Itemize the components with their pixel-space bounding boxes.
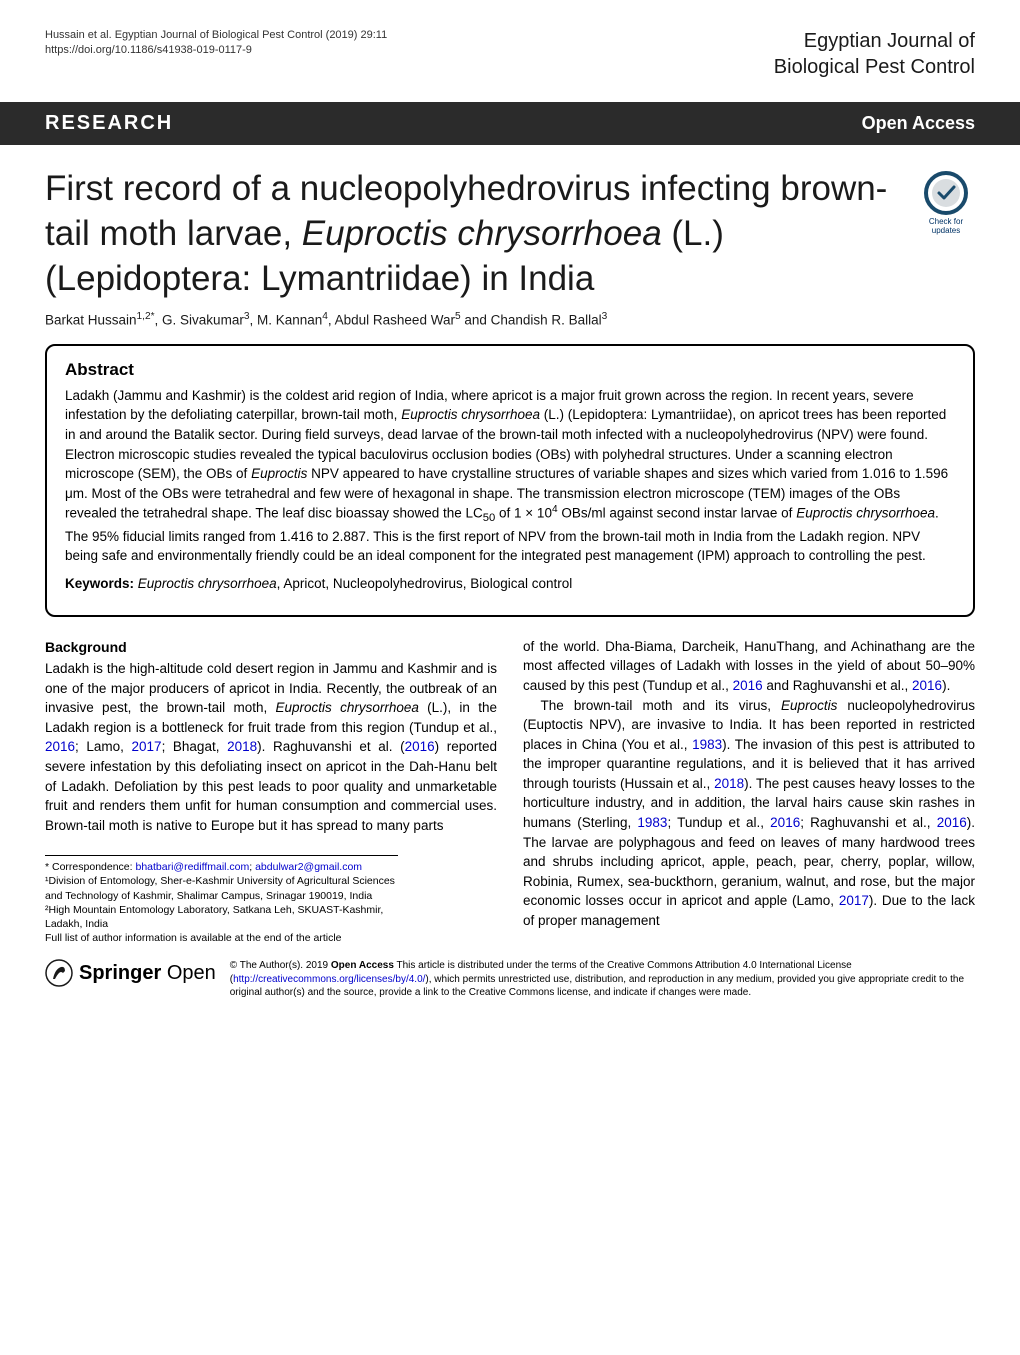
abstract-box: Abstract Ladakh (Jammu and Kashmir) is t… — [45, 344, 975, 617]
affiliation-1: ¹Division of Entomology, Sher-e-Kashmir … — [45, 874, 398, 902]
crossmark-badge[interactable]: Check for updates — [917, 167, 975, 235]
body-paragraph: The brown-tail moth and its virus, Eupro… — [523, 696, 975, 931]
left-column: Background Ladakh is the high-altitude c… — [45, 637, 497, 945]
keywords-line: Keywords: Euproctis chrysorrhoea, Aprico… — [65, 576, 955, 591]
springer-horse-icon — [45, 959, 73, 987]
keywords-values: Euproctis chrysorrhoea, Apricot, Nucleop… — [134, 576, 572, 591]
abstract-heading: Abstract — [65, 360, 955, 380]
article-type-label: RESEARCH — [45, 112, 173, 135]
body-paragraph: of the world. Dha-Biama, Darcheik, HanuT… — [523, 637, 975, 696]
page-header: Hussain et al. Egyptian Journal of Biolo… — [0, 0, 1020, 90]
abstract-body: Ladakh (Jammu and Kashmir) is the coldes… — [65, 386, 955, 566]
full-author-list-note: Full list of author information is avail… — [45, 931, 398, 945]
keywords-label: Keywords: — [65, 576, 134, 591]
doi-line: https://doi.org/10.1186/s41938-019-0117-… — [45, 43, 387, 58]
title-section: First record of a nucleopolyhedrovirus i… — [0, 145, 1020, 311]
body-columns: Background Ladakh is the high-altitude c… — [0, 637, 1020, 945]
journal-line-2: Biological Pest Control — [774, 54, 975, 80]
correspondence-line: * Correspondence: bhatbari@rediffmail.co… — [45, 860, 398, 874]
springer-text: Springer Open — [79, 962, 216, 985]
page-footer: Springer Open © The Author(s). 2019 Open… — [0, 945, 1020, 1026]
article-title: First record of a nucleopolyhedrovirus i… — [45, 167, 917, 301]
springeropen-logo: Springer Open — [45, 959, 216, 987]
article-type-banner: RESEARCH Open Access — [0, 102, 1020, 145]
journal-line-1: Egyptian Journal of — [774, 28, 975, 54]
open-access-label: Open Access — [862, 113, 975, 134]
citation-block: Hussain et al. Egyptian Journal of Biolo… — [45, 28, 387, 59]
footnotes-block: * Correspondence: bhatbari@rediffmail.co… — [45, 855, 398, 945]
crossmark-icon — [924, 171, 968, 215]
body-paragraph: Ladakh is the high-altitude cold desert … — [45, 659, 497, 835]
crossmark-label: Check for updates — [917, 217, 975, 235]
affiliation-2: ²High Mountain Entomology Laboratory, Sa… — [45, 903, 398, 931]
journal-name: Egyptian Journal of Biological Pest Cont… — [774, 28, 975, 80]
right-column: of the world. Dha-Biama, Darcheik, HanuT… — [523, 637, 975, 945]
citation-line: Hussain et al. Egyptian Journal of Biolo… — [45, 28, 387, 43]
author-list: Barkat Hussain1,2*, G. Sivakumar3, M. Ka… — [0, 311, 1020, 344]
license-text: © The Author(s). 2019 Open Access This a… — [230, 959, 975, 1000]
background-heading: Background — [45, 637, 497, 657]
